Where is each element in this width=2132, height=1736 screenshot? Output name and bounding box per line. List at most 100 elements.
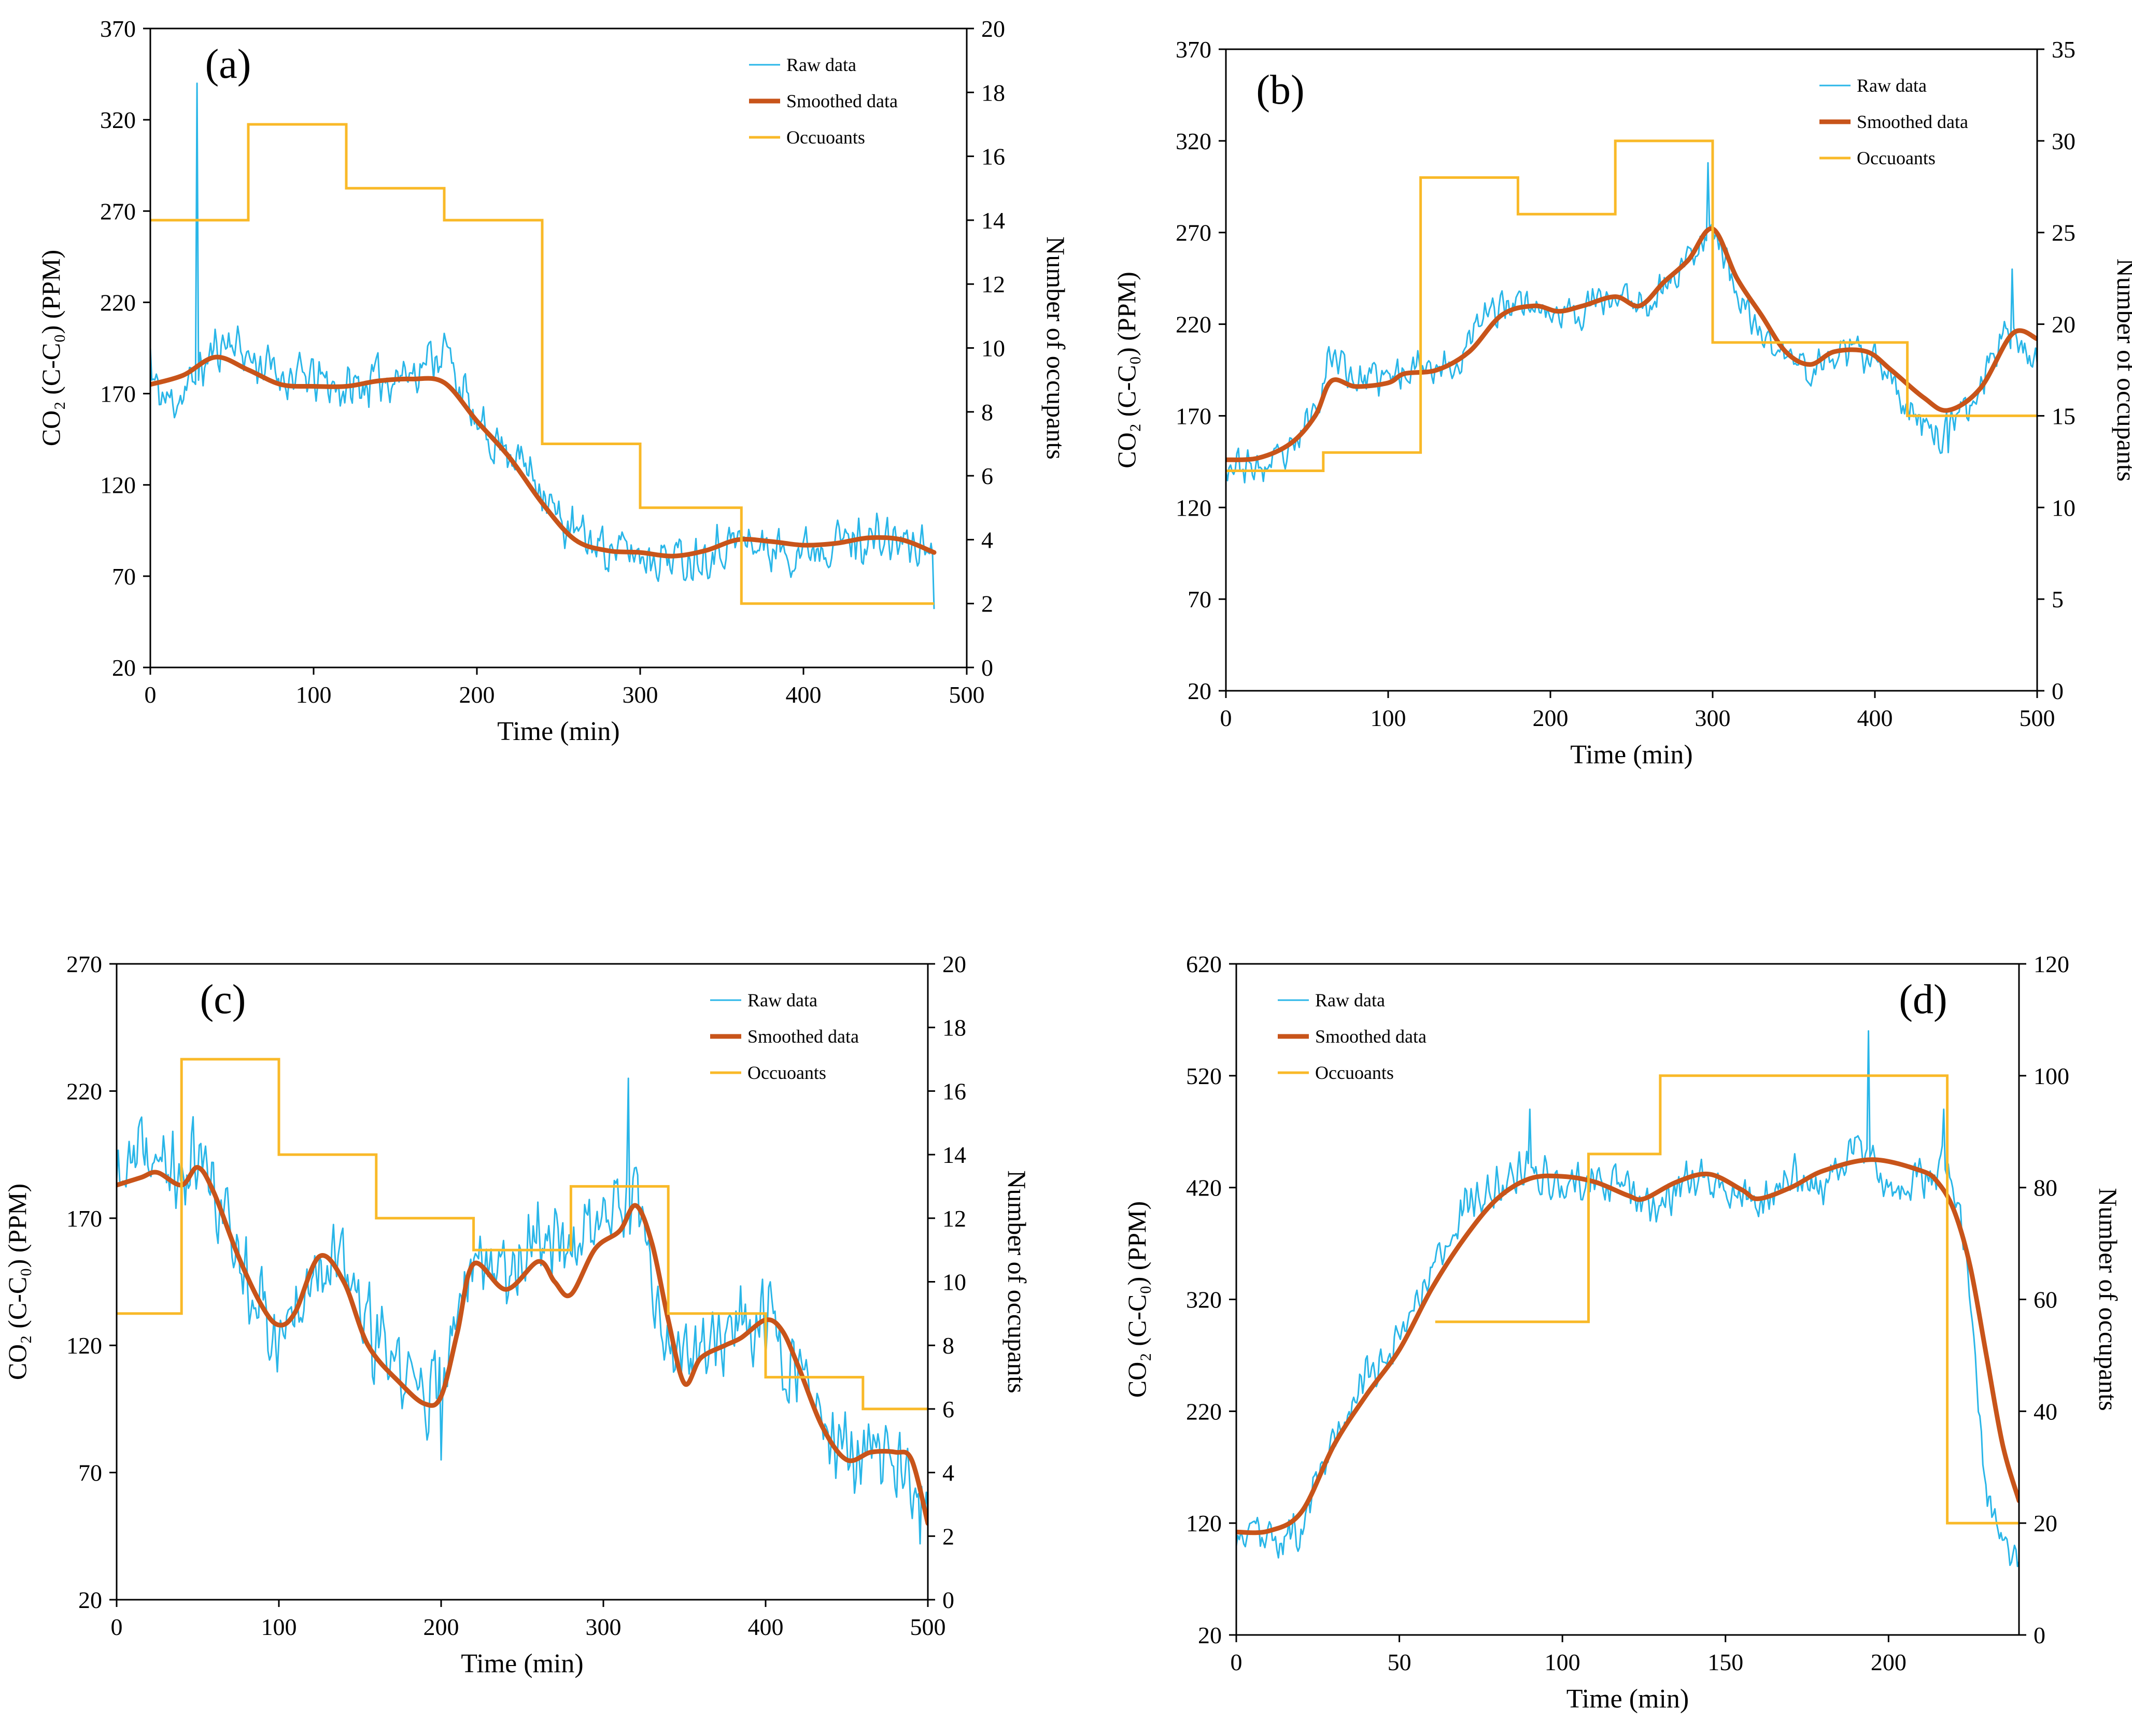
y-tick-label: 620 — [1186, 951, 1222, 977]
x-tick-label: 100 — [1371, 705, 1406, 731]
legend: Raw data Smoothed data Occuoants — [1278, 990, 1427, 1083]
y-tick-label: 420 — [1186, 1175, 1222, 1201]
panel-label: (a) — [205, 41, 251, 87]
occupants-series — [1435, 1074, 2019, 1525]
y2-tick-label: 20 — [981, 16, 1005, 42]
y2-tick-label: 12 — [981, 271, 1005, 297]
y2-tick-label: 30 — [2052, 128, 2075, 154]
x-axis-title: Time (min) — [1566, 1684, 1689, 1714]
y2-tick-label: 2 — [942, 1523, 954, 1549]
occupants-series — [150, 123, 934, 605]
legend-smoothed-data-label: Smoothed data — [1857, 111, 1968, 132]
y2-tick-label: 100 — [2034, 1063, 2069, 1089]
y2-tick-label: 20 — [2034, 1510, 2057, 1536]
y-tick-label: 20 — [112, 654, 136, 681]
y2-axis-title: Number of occupants — [2094, 1188, 2123, 1411]
y-tick-label: 120 — [66, 1332, 102, 1359]
y-tick-label: 320 — [1176, 128, 1211, 154]
y-tick-label: 120 — [100, 472, 136, 499]
y2-tick-label: 8 — [981, 399, 993, 425]
x-tick-label: 200 — [1871, 1649, 1907, 1675]
smoothed-data-series — [1236, 1157, 2019, 1535]
y2-tick-label: 0 — [2034, 1622, 2045, 1648]
x-tick-label: 0 — [1220, 705, 1232, 731]
y2-tick-label: 10 — [2052, 494, 2075, 521]
legend-raw-data-label: Raw data — [1315, 990, 1385, 1011]
x-tick-label: 0 — [145, 681, 157, 708]
raw-data-series — [117, 1077, 928, 1545]
y2-tick-label: 12 — [942, 1205, 966, 1232]
x-tick-label: 200 — [459, 681, 495, 708]
x-axis-title: Time (min) — [1570, 740, 1692, 770]
y-tick-label: 170 — [1176, 403, 1211, 429]
y-tick-label: 220 — [1176, 311, 1211, 338]
y-axis-title: CO₂ (C-C₀) (PPM) — [1122, 1201, 1151, 1398]
y2-tick-label: 60 — [2034, 1287, 2057, 1313]
y-tick-label: 370 — [1176, 36, 1211, 63]
y2-tick-label: 14 — [942, 1142, 966, 1168]
raw-data-series — [1236, 1030, 2019, 1568]
y2-tick-label: 14 — [981, 207, 1005, 234]
legend-raw-data-label: Raw data — [786, 54, 856, 75]
y-tick-label: 320 — [100, 107, 136, 133]
legend: Raw data Smoothed data Occuoants — [749, 54, 898, 148]
panel-label: (b) — [1256, 67, 1304, 113]
y2-tick-label: 20 — [942, 951, 966, 977]
y2-tick-label: 25 — [2052, 220, 2075, 246]
y2-tick-label: 4 — [981, 527, 993, 553]
x-tick-label: 150 — [1707, 1649, 1743, 1675]
y2-tick-label: 35 — [2052, 36, 2075, 63]
legend: Raw data Smoothed data Occuoants — [710, 990, 859, 1083]
x-tick-label: 100 — [261, 1614, 297, 1640]
y-tick-label: 520 — [1186, 1063, 1222, 1089]
y2-tick-label: 80 — [2034, 1175, 2057, 1201]
y2-tick-label: 120 — [2034, 951, 2069, 977]
x-tick-label: 300 — [1695, 705, 1731, 731]
y-axis-title: CO₂ (C-C₀) (PPM) — [1112, 272, 1141, 468]
x-tick-label: 200 — [1533, 705, 1569, 731]
y-tick-label: 20 — [78, 1587, 102, 1613]
y2-tick-label: 8 — [942, 1332, 954, 1359]
y-axis-title: CO₂ (C-C₀) (PPM) — [3, 1184, 32, 1380]
x-tick-label: 500 — [2020, 705, 2055, 731]
y-tick-label: 20 — [1188, 678, 1211, 704]
y-tick-label: 70 — [1188, 586, 1211, 613]
smoothed-data-series — [117, 1165, 928, 1526]
chart-panel-a: 0 100 200 300 400 500207012017022027032037002… — [36, 16, 1070, 746]
panel-label: (c) — [200, 977, 246, 1022]
x-tick-label: 0 — [111, 1614, 123, 1640]
y2-tick-label: 40 — [2034, 1398, 2057, 1425]
x-tick-label: 500 — [910, 1614, 946, 1640]
y-tick-label: 270 — [1176, 220, 1211, 246]
x-tick-label: 400 — [748, 1614, 784, 1640]
legend-occupants-label: Occuoants — [1315, 1062, 1394, 1083]
x-tick-label: 300 — [586, 1614, 622, 1640]
y2-axis-title: Number of occupants — [2112, 259, 2132, 481]
y-tick-label: 120 — [1176, 494, 1211, 521]
raw-data-series — [1226, 162, 2037, 483]
legend-smoothed-data-label: Smoothed data — [1315, 1026, 1427, 1047]
x-tick-label: 300 — [623, 681, 658, 708]
y2-tick-label: 10 — [981, 335, 1005, 362]
y-tick-label: 120 — [1186, 1510, 1222, 1536]
occupants-series — [1226, 139, 2037, 472]
legend-smoothed-data-label: Smoothed data — [747, 1026, 859, 1047]
x-tick-label: 50 — [1388, 1649, 1411, 1675]
x-tick-label: 100 — [296, 681, 332, 708]
x-tick-label: 100 — [1545, 1649, 1580, 1675]
y-tick-label: 370 — [100, 16, 136, 42]
legend-occupants-label: Occuoants — [747, 1062, 826, 1083]
smoothed-data-series — [1226, 226, 2037, 462]
y-tick-label: 270 — [100, 198, 136, 224]
y-tick-label: 70 — [78, 1460, 102, 1486]
y2-tick-label: 16 — [981, 144, 1005, 170]
plot-frame — [1225, 48, 2038, 692]
y-tick-label: 270 — [66, 951, 102, 977]
y-tick-label: 170 — [66, 1205, 102, 1232]
y2-tick-label: 15 — [2052, 403, 2075, 429]
y2-tick-label: 2 — [981, 591, 993, 617]
chart-panel-d: 0 50 100 150 200 20 120 220 320 420 520 620 0 20 40 60 8… — [1122, 951, 2123, 1714]
y2-tick-label: 18 — [942, 1015, 966, 1041]
legend-occupants-label: Occuoants — [1857, 148, 1936, 168]
